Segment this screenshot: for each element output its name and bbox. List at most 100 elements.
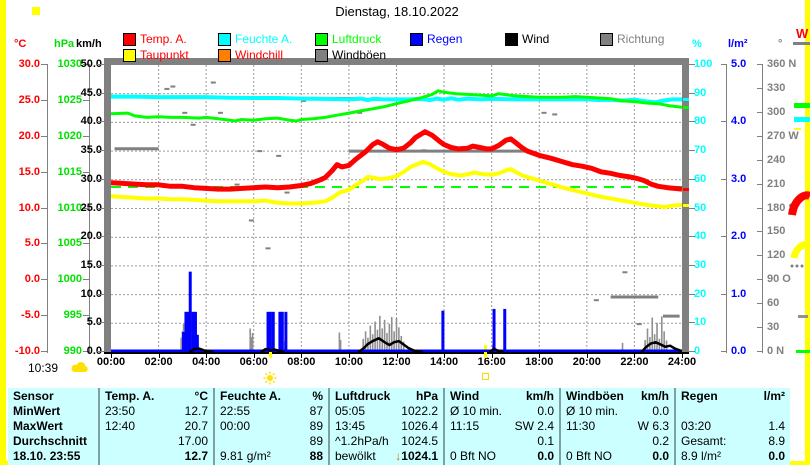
axis-label-°-180 S: 180 S — [767, 201, 796, 214]
rain-bar — [266, 311, 270, 352]
axis-label-km/h-45.0: 45.0 — [80, 86, 102, 99]
axis-label-%-100: 100 — [694, 58, 713, 70]
table-header-unit: °C — [194, 389, 208, 403]
time-label-22:00: 22:00 — [620, 356, 649, 368]
table-cell-value: 12.7 — [184, 449, 208, 463]
axis-label-°-90 O: 90 O — [767, 273, 791, 286]
table-cell-value: SW 2.4 — [514, 419, 554, 433]
axis-tick — [97, 236, 104, 238]
table-cell-value: 0.0 — [652, 404, 669, 418]
axis-tick — [83, 171, 90, 173]
table-header-unit: km/h — [640, 389, 669, 403]
table-column-Feuchte A.: Feuchte A.% 22:55 87 00:00 89 89 9.81 g/m² 88 — [213, 388, 330, 465]
axis-label-l/m²-3.0: 3.0 — [731, 172, 747, 185]
time-label-04:00: 04:00 — [192, 356, 221, 368]
axis-label-°C-0.0: 0.0 — [24, 273, 40, 286]
table-cell-label: ^1.2hPa/h — [335, 434, 389, 448]
axis-label-km/h-20.0: 20.0 — [80, 230, 102, 243]
table-header: Feuchte A. — [220, 389, 281, 403]
axis-label-°-360 N: 360 N — [767, 58, 797, 70]
axis-label-km/h-0.0: 0.0 — [86, 345, 102, 357]
axis-label-km/h-30.0: 30.0 — [80, 172, 102, 185]
time-label-06:00: 06:00 — [239, 356, 268, 368]
time-tick — [158, 354, 160, 358]
table-cell-label: 0 Bft NO — [450, 449, 497, 463]
axis-label-%-20: 20 — [694, 287, 707, 300]
axis-tick — [757, 303, 763, 305]
time-label-02:00: 02:00 — [144, 356, 173, 368]
axis-tick — [97, 322, 104, 324]
legend-label-Feuchte A.: Feuchte A. — [235, 32, 293, 46]
table-cell-label: bewölkt — [335, 449, 376, 463]
axis-tick — [757, 207, 763, 209]
table-cell-value: 1.4 — [768, 419, 785, 433]
pressure-line — [111, 89, 682, 123]
table-cell-label: Ø 10 min. — [450, 404, 503, 418]
time-tick — [444, 354, 446, 358]
axis-tick — [83, 315, 90, 317]
time-label-14:00: 14:00 — [430, 356, 459, 368]
wind-line — [640, 340, 682, 352]
axis-unit-°C: °C — [14, 38, 27, 50]
axis-unit-hPa: hPa — [54, 38, 75, 50]
table-cell-value: 0.0 — [652, 449, 669, 463]
axis-label-°-120: 120 — [767, 249, 786, 262]
axis-label-l/m²-2.0: 2.0 — [731, 230, 747, 243]
axis-unit-km/h: km/h — [76, 38, 102, 50]
rain-bar — [184, 311, 188, 352]
axis-tick — [41, 351, 48, 352]
page-title: Dienstag, 18.10.2022 — [335, 4, 459, 19]
legend-swatch-Windchill — [218, 49, 231, 62]
table-cell-value: 89 — [309, 434, 323, 448]
table-header-unit: hPa — [415, 389, 438, 403]
legend-swatch-Windböen — [315, 49, 328, 62]
table-cell-label: 9.81 g/m² — [220, 449, 271, 463]
axis-label-km/h-25.0: 25.0 — [80, 201, 102, 214]
rain-bar — [280, 311, 284, 352]
axis-tick — [721, 236, 727, 238]
time-tick — [634, 354, 636, 358]
legend-swatch-Taupunkt — [123, 49, 136, 62]
table-cell-value: 87 — [309, 404, 323, 418]
wind-line — [488, 347, 504, 352]
table-header-unit: % — [312, 389, 323, 403]
table-cell-value: ↓1024.1 — [395, 449, 438, 463]
chart-plot-area — [111, 65, 682, 352]
axis-tick — [97, 351, 104, 352]
axis-label-°-330: 330 — [767, 81, 786, 94]
axis-tick — [83, 279, 90, 281]
axis-label-%-70: 70 — [694, 144, 707, 157]
axis-tick — [41, 243, 48, 245]
axis-tick — [41, 64, 48, 65]
time-tick — [301, 354, 303, 358]
axis-tick — [689, 92, 695, 94]
axis-label-km/h-15.0: 15.0 — [80, 258, 102, 271]
axis-tick — [689, 293, 695, 295]
rain-bar — [188, 271, 192, 352]
axis-tick — [97, 64, 104, 65]
legend-label-Temp. A.: Temp. A. — [140, 32, 187, 46]
wind-line — [357, 336, 423, 352]
rain-bar — [195, 334, 199, 352]
table-cell-label: 00:00 — [220, 419, 251, 433]
table-cell-label: Gesamt: — [681, 434, 727, 448]
cutoff-label: W — [796, 26, 809, 41]
axis-tick — [757, 279, 763, 281]
table-column-Windböen: Windböen km/h Ø 10 min. 0.0 11:30 W 6.3 0.2 0 B… — [559, 388, 676, 465]
table-cell-value: 8.9 — [768, 434, 785, 448]
table-column-Wind: Wind km/h Ø 10 min. 0.0 11:15 SW 2.4 0.1 0 Bft … — [443, 388, 561, 465]
temperature-line — [111, 129, 682, 192]
axis-label-°C--10.0: -10.0 — [14, 345, 40, 357]
axis-tick — [41, 315, 48, 317]
axis-label-°-270 W: 270 W — [767, 129, 799, 142]
wind-line — [260, 347, 285, 352]
axis-tick — [721, 121, 727, 123]
time-tick — [111, 354, 112, 358]
table-cell-label: 22:55 — [220, 404, 251, 418]
axis-label-°C-5.0: 5.0 — [24, 237, 40, 250]
table-row-label: MaxWert — [13, 419, 63, 433]
table-cell-value: 17.00 — [177, 434, 208, 448]
axis-label-°C-20.0: 20.0 — [18, 129, 40, 142]
axis-label-km/h-40.0: 40.0 — [80, 115, 102, 128]
axis-label-hPa-1005: 1005 — [57, 237, 82, 250]
